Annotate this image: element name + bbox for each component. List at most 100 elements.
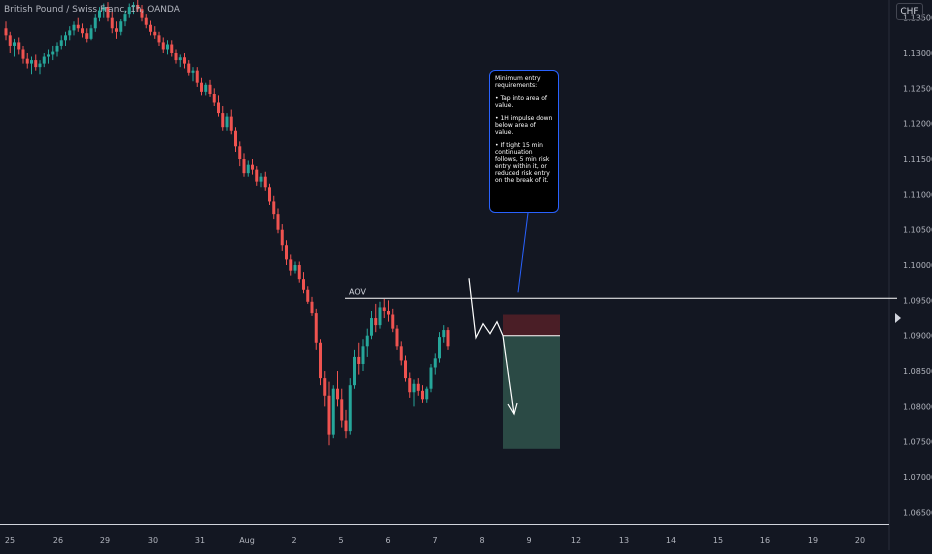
candle-body[interactable] — [365, 335, 369, 347]
candle-body[interactable] — [408, 378, 412, 393]
candle-body[interactable] — [357, 356, 361, 364]
candle-body[interactable] — [302, 279, 305, 290]
candle-body[interactable] — [272, 201, 276, 215]
candle-body[interactable] — [47, 54, 50, 57]
candle-body[interactable] — [200, 82, 203, 92]
candle-body[interactable] — [323, 378, 327, 396]
candle-body[interactable] — [306, 289, 310, 302]
candle-body[interactable] — [276, 214, 280, 230]
candle-body[interactable] — [30, 60, 33, 64]
candle-body[interactable] — [353, 356, 356, 386]
candle-body[interactable] — [404, 360, 407, 379]
candle-body[interactable] — [433, 358, 437, 368]
candle-body[interactable] — [166, 44, 169, 50]
candle-body[interactable] — [136, 4, 140, 10]
candle-body[interactable] — [149, 24, 152, 32]
candle-body[interactable] — [378, 307, 382, 326]
candle-body[interactable] — [446, 330, 450, 347]
candle-body[interactable] — [64, 35, 67, 41]
candle-body[interactable] — [310, 301, 314, 314]
candle-body[interactable] — [55, 45, 59, 52]
candle-body[interactable] — [144, 17, 148, 25]
candle-body[interactable] — [123, 14, 127, 22]
candle-body[interactable] — [93, 17, 97, 29]
candle-body[interactable] — [161, 42, 165, 50]
candle-body[interactable] — [251, 164, 254, 170]
candle-body[interactable] — [13, 42, 16, 46]
candle-body[interactable] — [340, 399, 344, 421]
candle-body[interactable] — [170, 44, 174, 54]
candle-body[interactable] — [204, 84, 208, 92]
candle-body[interactable] — [21, 49, 25, 59]
candle-body[interactable] — [259, 176, 263, 182]
currency-badge[interactable]: CHF — [896, 3, 923, 20]
candle-body[interactable] — [76, 24, 80, 29]
candle-body[interactable] — [34, 60, 38, 68]
candle-body[interactable] — [242, 159, 246, 174]
candle-body[interactable] — [263, 176, 267, 188]
candle-body[interactable] — [212, 93, 216, 103]
candle-body[interactable] — [25, 58, 29, 64]
candle-body[interactable] — [183, 57, 186, 64]
candle-body[interactable] — [293, 265, 297, 271]
candle-body[interactable] — [280, 229, 284, 246]
candle-body[interactable] — [289, 259, 293, 271]
candle-body[interactable] — [51, 51, 55, 55]
candle-body[interactable] — [38, 63, 42, 68]
candle-body[interactable] — [115, 28, 118, 32]
candle-body[interactable] — [229, 116, 233, 131]
price-axis[interactable]: 1.06500 1.07000 1.07500 1.08000 1.08500 1.090… — [903, 14, 932, 518]
candle-body[interactable] — [89, 28, 93, 39]
candle-body[interactable] — [416, 383, 420, 391]
candle-body[interactable] — [174, 53, 178, 61]
candle-body[interactable] — [153, 31, 157, 36]
candle-body[interactable] — [370, 318, 373, 336]
candle-body[interactable] — [221, 113, 225, 128]
candle-body[interactable] — [217, 102, 220, 114]
candle-body[interactable] — [191, 70, 195, 73]
candle-body[interactable] — [327, 395, 331, 435]
candle-body[interactable] — [81, 28, 84, 34]
time-axis[interactable]: 25 26 29 30 31 Aug 2 5 6 7 8 9 12 13 14 15 16 19 20 — [5, 536, 865, 545]
candle-body[interactable] — [382, 307, 386, 311]
candle-body[interactable] — [331, 388, 335, 435]
candle-body[interactable] — [4, 28, 8, 36]
stop-loss-zone[interactable] — [503, 314, 560, 336]
candle-body[interactable] — [387, 310, 390, 315]
symbol-title[interactable]: British Pound / Swiss Franc, 1h, OANDA — [4, 5, 180, 15]
candle-body[interactable] — [438, 337, 441, 359]
candle-body[interactable] — [429, 367, 433, 389]
candle-body[interactable] — [225, 116, 229, 128]
candle-body[interactable] — [208, 84, 212, 94]
candle-body[interactable] — [8, 35, 12, 46]
candle-body[interactable] — [348, 385, 352, 432]
candle-body[interactable] — [285, 245, 288, 260]
profit-target-zone[interactable] — [503, 335, 560, 449]
candle-body[interactable] — [395, 328, 399, 347]
candle-body[interactable] — [106, 7, 110, 18]
candle-body[interactable] — [374, 318, 378, 326]
candle-body[interactable] — [132, 4, 135, 8]
candle-body[interactable] — [425, 388, 429, 400]
candle-body[interactable] — [297, 265, 301, 280]
candle-body[interactable] — [361, 346, 365, 364]
candle-body[interactable] — [391, 314, 395, 329]
candle-body[interactable] — [140, 9, 144, 18]
candle-body[interactable] — [85, 33, 89, 39]
candle-body[interactable] — [399, 346, 403, 361]
candle-body[interactable] — [246, 164, 250, 174]
candle-body[interactable] — [110, 17, 114, 29]
candle-body[interactable] — [187, 63, 191, 73]
candle-body[interactable] — [17, 42, 21, 50]
candle-body[interactable] — [234, 130, 237, 147]
candle-body[interactable] — [157, 35, 161, 43]
candle-body[interactable] — [344, 420, 348, 432]
candle-body[interactable] — [238, 146, 242, 160]
candle-body[interactable] — [42, 56, 46, 64]
candle-body[interactable] — [268, 187, 271, 202]
candle-body[interactable] — [255, 169, 259, 182]
candle-body[interactable] — [98, 10, 101, 18]
candle-body[interactable] — [442, 330, 446, 338]
